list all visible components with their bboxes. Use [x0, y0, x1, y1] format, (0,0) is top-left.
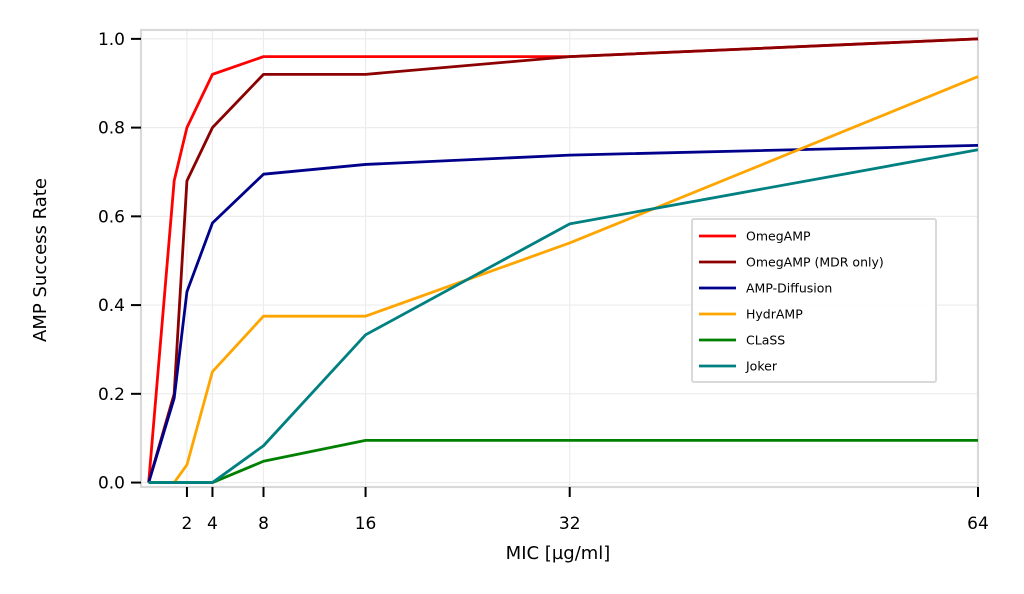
series-line-joker	[148, 148, 979, 484]
y-tick-label: 0.2	[98, 385, 125, 405]
series-line-omegamp-mdr-only	[147, 37, 979, 483]
x-tick-label: 32	[559, 514, 581, 534]
series-line-hydramp	[148, 75, 979, 484]
y-tick-label: 0.4	[98, 296, 125, 316]
legend-entry-label: AMP-Diffusion	[746, 281, 832, 296]
legend-box	[691, 218, 937, 383]
x-tick-label: 8	[258, 514, 269, 534]
y-tick-label: 0.0	[98, 474, 125, 494]
y-tick-label: 0.8	[98, 119, 125, 139]
grid-lines	[141, 30, 979, 487]
y-axis-label: AMP Success Rate	[30, 178, 51, 342]
x-tick-label: 4	[207, 514, 218, 534]
plot-frame	[139, 28, 980, 489]
legend-entry-label: HydrAMP	[746, 307, 803, 322]
series-lines	[147, 37, 979, 484]
y-tick-label: 1.0	[98, 30, 125, 50]
legend-entry-label: OmegAMP (MDR only)	[746, 255, 884, 270]
x-tick-label: 64	[967, 514, 989, 534]
legend-entry-label: OmegAMP	[746, 229, 811, 244]
x-tick-label: 2	[182, 514, 193, 534]
series-line-omegamp	[147, 37, 979, 483]
x-axis: 2 4 8 16 32 64	[182, 487, 989, 534]
series-line-amp-diffusion	[147, 143, 979, 483]
legend-entry-label: CLaSS	[746, 333, 785, 348]
legend-entry-label: Joker	[745, 359, 778, 374]
y-tick-label: 0.6	[98, 207, 125, 227]
x-tick-label: 16	[355, 514, 377, 534]
x-axis-label: MIC [µg/ml]	[506, 543, 611, 564]
legend: OmegAMP OmegAMP (MDR only) AMP-Diffusion Hy…	[691, 218, 937, 383]
y-axis: 0.0 0.2 0.4 0.6 0.8 1.0	[98, 30, 141, 494]
